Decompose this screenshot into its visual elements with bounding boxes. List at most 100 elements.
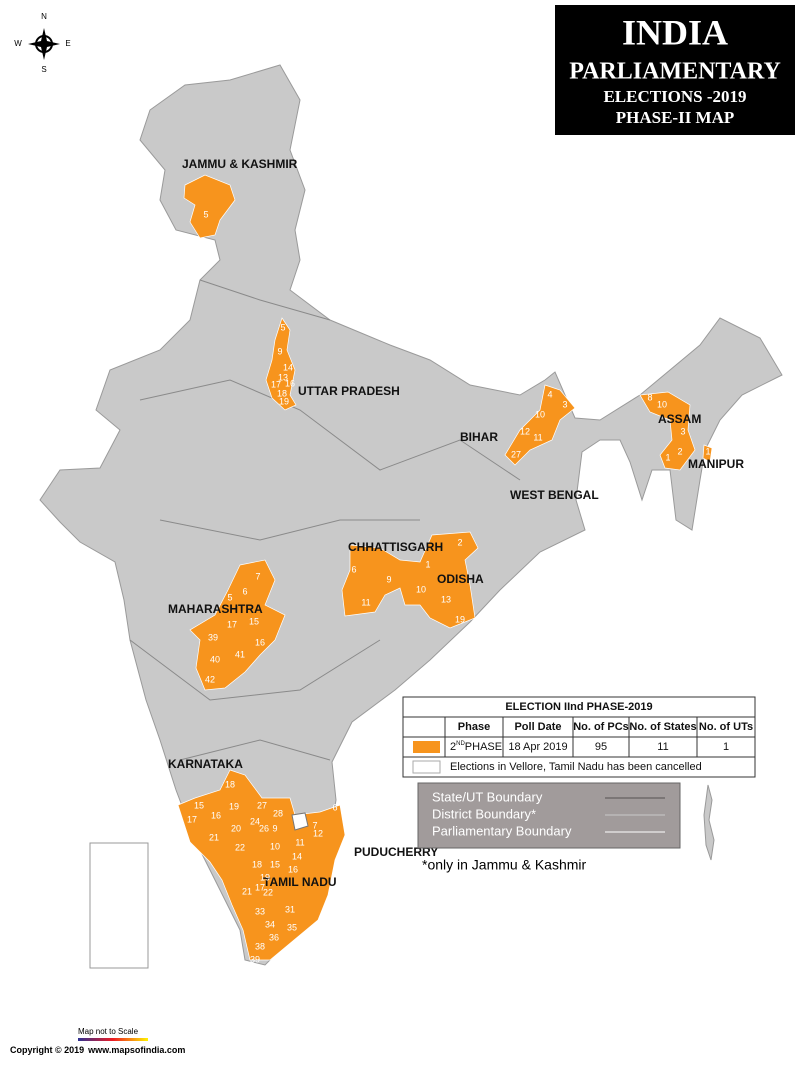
- constituency-number: 3: [680, 426, 685, 436]
- constituency-number: 1: [705, 446, 710, 456]
- constituency-number: 18: [252, 859, 262, 869]
- constituency-number: 9: [386, 574, 391, 584]
- constituency-number: 19: [260, 872, 270, 882]
- constituency-number: 3: [562, 399, 567, 409]
- state-label: BIHAR: [460, 430, 498, 444]
- compass-e: E: [65, 39, 70, 48]
- constituency-number: 1: [425, 559, 430, 569]
- constituency-number: 11: [533, 432, 542, 442]
- constituency-number: 40: [210, 654, 220, 664]
- table-header: No. of States: [629, 721, 696, 733]
- constituency-number: 5: [203, 209, 208, 219]
- constituency-number: 5: [227, 592, 232, 602]
- constituency-number: 11: [361, 597, 370, 607]
- title-line: PHASE-II MAP: [616, 108, 735, 127]
- constituency-number: 14: [292, 851, 302, 861]
- constituency-number: 7: [312, 820, 317, 830]
- constituency-number: 11: [295, 837, 304, 847]
- constituency-number: 14: [283, 362, 293, 372]
- state-label: PUDUCHERRY: [354, 845, 438, 859]
- labels: JAMMU & KASHMIR UTTAR PRADESH BIHAR ASSAM MA…: [168, 157, 744, 964]
- constituency-number: 12: [520, 426, 530, 436]
- constituency-number: 38: [255, 941, 265, 951]
- pcs-count: 95: [595, 741, 607, 753]
- table-header: Phase: [458, 721, 490, 733]
- constituency-number: 2: [457, 537, 462, 547]
- copyright-text: Copyright © 2019: [10, 1045, 84, 1055]
- constituency-number: 41: [235, 649, 245, 659]
- table-header: Poll Date: [514, 721, 561, 733]
- constituency-number: 10: [657, 399, 667, 409]
- compass-n: N: [41, 12, 47, 21]
- legend-label: Parliamentary Boundary: [432, 823, 572, 838]
- state-label: JAMMU & KASHMIR: [182, 157, 298, 171]
- constituency-number: 21: [209, 832, 219, 842]
- constituency-number: 2: [677, 446, 682, 456]
- india-map: [39, 64, 783, 966]
- state-label: WEST BENGAL: [510, 488, 599, 502]
- constituency-number: 35: [287, 922, 297, 932]
- compass: N S E W: [14, 12, 70, 74]
- phase-ii-regions: [177, 174, 713, 961]
- constituency-number: 31: [285, 904, 295, 914]
- state-label: ASSAM: [658, 412, 701, 426]
- footnote: *only in Jammu & Kashmir: [422, 857, 587, 873]
- table-header: No. of UTs: [699, 721, 753, 733]
- constituency-number: 19: [279, 396, 289, 406]
- constituency-number: 15: [249, 616, 259, 626]
- constituency-number: 6: [332, 802, 337, 812]
- legend-label: State/UT Boundary: [432, 789, 543, 804]
- poll-date: 18 Apr 2019: [508, 741, 567, 753]
- constituency-number: 12: [313, 828, 323, 838]
- scale-bar: [78, 1038, 148, 1041]
- constituency-number: 8: [647, 392, 652, 402]
- table-note: Elections in Vellore, Tamil Nadu has bee…: [450, 761, 702, 773]
- constituency-number: 18: [277, 388, 287, 398]
- constituency-number: 10: [416, 584, 426, 594]
- state-label: ODISHA: [437, 572, 484, 586]
- cancelled-swatch: [412, 760, 441, 774]
- website: www.mapsofindia.com: [87, 1045, 185, 1055]
- compass-w: W: [14, 39, 22, 48]
- phase-word: PHASE: [465, 741, 502, 753]
- constituency-number: 24: [250, 816, 260, 826]
- title-line: PARLIAMENTARY: [569, 59, 781, 85]
- constituency-number: 9: [272, 823, 277, 833]
- state-label: MANIPUR: [688, 457, 744, 471]
- constituency-number: 33: [255, 906, 265, 916]
- constituency-number: 27: [257, 800, 267, 810]
- constituency-number: 16: [288, 864, 298, 874]
- constituency-number: 16: [255, 637, 265, 647]
- uts-count: 1: [723, 741, 729, 753]
- constituency-number: 10: [535, 409, 545, 419]
- phase-swatch: [413, 741, 440, 753]
- constituency-number: 28: [273, 808, 283, 818]
- title-line: INDIA: [622, 12, 728, 52]
- constituency-number: 9: [277, 346, 282, 356]
- constituency-number: 17: [187, 814, 197, 824]
- phase-number: 2: [450, 741, 456, 753]
- constituency-number: 19: [229, 801, 239, 811]
- constituency-number: 5: [280, 322, 285, 332]
- constituency-number: 17: [227, 619, 237, 629]
- constituency-number: 36: [269, 932, 279, 942]
- constituency-number: 22: [235, 842, 245, 852]
- constituency-number: 13: [441, 594, 451, 604]
- constituency-number: 26: [259, 823, 269, 833]
- constituency-number: 13: [278, 372, 288, 382]
- legend: State/UT Boundary District Boundary* Par…: [417, 782, 681, 849]
- table-header: No. of PCs: [573, 721, 629, 733]
- state-label: KARNATAKA: [168, 757, 243, 771]
- constituency-number: 39: [250, 954, 260, 964]
- constituency-number: 4: [547, 389, 552, 399]
- constituency-number: 27: [511, 449, 521, 459]
- constituency-number: 16: [285, 378, 295, 388]
- states-count: 11: [657, 741, 668, 753]
- constituency-number: 34: [265, 919, 275, 929]
- constituency-number: 21: [242, 886, 252, 896]
- legend-label: District Boundary*: [432, 806, 536, 821]
- constituency-number: 6: [351, 564, 356, 574]
- constituency-number: 7: [255, 571, 260, 581]
- state-label: TAMIL NADU: [263, 875, 337, 889]
